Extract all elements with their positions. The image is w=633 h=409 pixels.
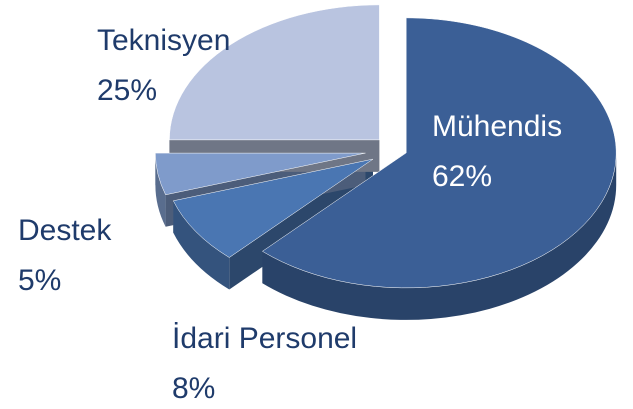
slice-value-label: 5% [18,264,61,297]
slice-side [173,200,230,290]
pie-slice [155,152,366,196]
slice-label: İdari Personel [172,322,357,355]
slice-value-label: 62% [432,160,492,193]
slice-side [155,153,166,227]
pie-slice [261,17,617,289]
slice-label: Teknisyen [97,24,230,57]
pie-slice [172,158,374,258]
slice-value-label: 25% [97,74,157,107]
slice-value-label: 8% [172,372,215,405]
slice-label: Destek [18,214,112,247]
slice-side [262,152,617,320]
slice-label: Mühendis [432,110,562,143]
pie-slice [169,4,380,141]
